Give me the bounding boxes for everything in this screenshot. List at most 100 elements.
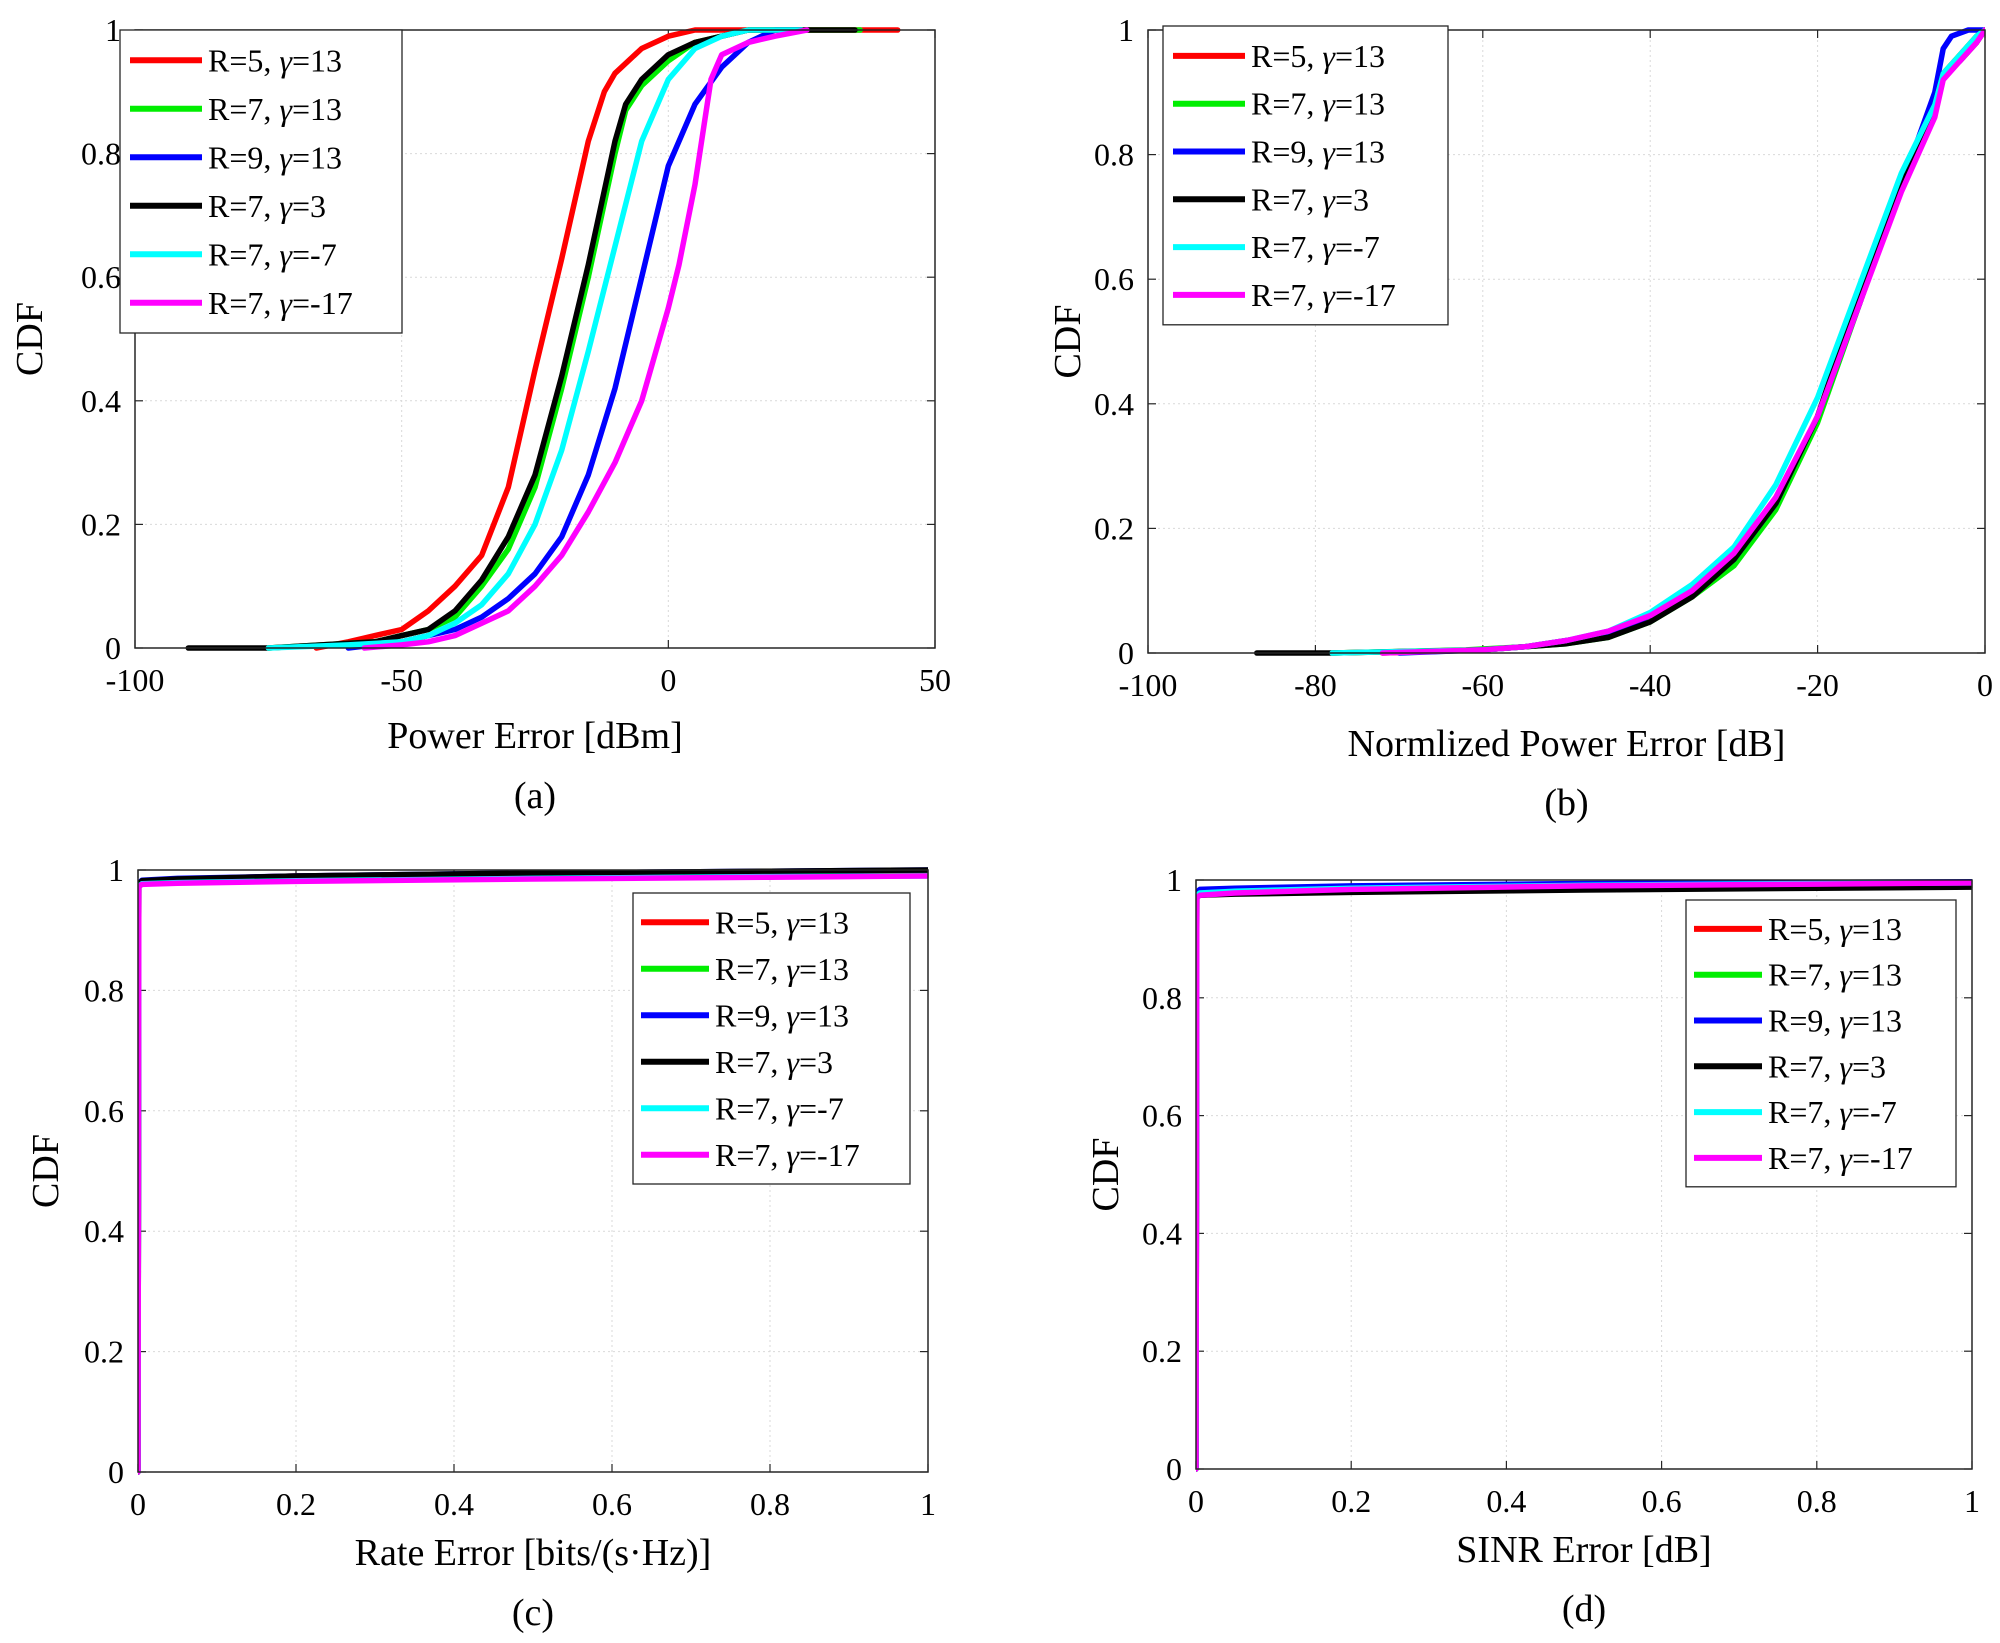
legend-entry-1: R=5, γ=13	[641, 904, 849, 940]
legend-label-symbol: γ	[786, 1090, 800, 1126]
y-tick-label: 1	[1166, 862, 1182, 898]
legend-label-symbol: γ	[1322, 134, 1336, 170]
legend-entry-5: R=7, γ=-7	[1173, 229, 1380, 265]
legend-label-suffix: =13	[799, 997, 849, 1033]
legend-label-prefix: R=9,	[208, 139, 279, 175]
x-tick-label: 0	[660, 662, 676, 698]
legend-entry-4: R=7, γ=3	[1173, 181, 1369, 217]
legend-entry-4: R=7, γ=3	[641, 1044, 833, 1080]
legend-label-symbol: γ	[279, 188, 293, 224]
series-line-6	[138, 873, 928, 1475]
legend-label: R=7, γ=-7	[1251, 229, 1380, 265]
legend-label: R=5, γ=13	[1251, 38, 1385, 74]
legend-label: R=7, γ=3	[715, 1044, 833, 1080]
legend-label-prefix: R=7,	[208, 285, 279, 321]
legend-label-suffix: =-17	[1335, 277, 1396, 313]
legend-box	[632, 892, 911, 1185]
legend-label-suffix: =13	[292, 91, 342, 127]
legend-label-suffix: =13	[1852, 911, 1902, 947]
axes-box	[134, 29, 936, 649]
legend-label-prefix: R=9,	[1768, 1003, 1839, 1039]
legend-label-prefix: R=9,	[715, 997, 786, 1033]
legend-entry-1: R=5, γ=13	[1694, 911, 1902, 947]
legend-label-prefix: R=7,	[1768, 1094, 1839, 1130]
legend-label-prefix: R=7,	[1768, 1048, 1839, 1084]
legend-entry-4: R=7, γ=3	[130, 188, 326, 224]
y-tick-label: 0.2	[81, 506, 121, 542]
legend-label-symbol: γ	[279, 285, 293, 321]
legend: R=5, γ=13R=7, γ=13R=9, γ=13R=7, γ=3R=7, …	[119, 29, 403, 334]
legend-label-suffix: =13	[292, 139, 342, 175]
legend-label-prefix: R=7,	[208, 236, 279, 272]
chart-panel-1: -100 -50 0 50 0 0.2 0.4 0.6 0.8 1 Power Error [dBm…	[9, 12, 951, 817]
legend-label: R=7, γ=3	[1251, 181, 1369, 217]
x-axis-label: Power Error [dBm]	[387, 715, 682, 757]
x-tick-label: 50	[919, 662, 951, 698]
legend-label-symbol: γ	[786, 997, 800, 1033]
x-tick-label: 0	[130, 1486, 146, 1522]
legend-label-symbol: γ	[1322, 277, 1336, 313]
legend-label-symbol: γ	[279, 236, 293, 272]
legend-label-suffix: =-17	[799, 1137, 860, 1173]
legend-label-prefix: R=7,	[208, 91, 279, 127]
legend-label-prefix: R=7,	[1768, 957, 1839, 993]
legend-label-suffix: =3	[799, 1044, 833, 1080]
legend-label-symbol: γ	[1839, 1140, 1853, 1176]
legend-label-suffix: =-17	[292, 285, 353, 321]
legend-entry-6: R=7, γ=-17	[1694, 1140, 1913, 1176]
legend-label: R=7, γ=13	[208, 91, 342, 127]
legend-label: R=7, γ=13	[1251, 86, 1385, 122]
axes-box	[1195, 879, 1973, 1470]
chart-panel-3: 0 0.2 0.4 0.6 0.8 1 0 0.2 0.4 0.6 0.8 1 Rate Error […	[25, 852, 936, 1634]
x-tick-label: 0	[1188, 1483, 1204, 1519]
legend-entry-2: R=7, γ=13	[641, 951, 849, 987]
legend-label: R=5, γ=13	[208, 42, 342, 78]
y-tick-label: 0.8	[1142, 980, 1182, 1016]
legend-label-suffix: =-7	[1335, 229, 1380, 265]
x-axis-label: Normlized Power Error [dB]	[1348, 723, 1786, 765]
legend-label-suffix: =13	[1852, 957, 1902, 993]
subfigure-label: (a)	[514, 775, 556, 817]
legend-label: R=7, γ=-7	[715, 1090, 844, 1126]
legend-entry-5: R=7, γ=-7	[641, 1090, 844, 1126]
legend-box	[1685, 899, 1957, 1188]
legend-label-suffix: =3	[1852, 1048, 1886, 1084]
legend: R=5, γ=13R=7, γ=13R=9, γ=13R=7, γ=3R=7, …	[1685, 899, 1957, 1188]
legend-label-symbol: γ	[1322, 229, 1336, 265]
legend-label-prefix: R=9,	[1251, 134, 1322, 170]
legend-entry-1: R=5, γ=13	[1173, 38, 1385, 74]
y-tick-label: 0.6	[1094, 261, 1134, 297]
x-tick-label: 0.4	[434, 1486, 474, 1522]
legend-label-prefix: R=7,	[1251, 86, 1322, 122]
legend-label-suffix: =-7	[799, 1090, 844, 1126]
legend-entry-3: R=9, γ=13	[130, 139, 342, 175]
y-tick-label: 0.4	[1094, 386, 1134, 422]
x-tick-label: -40	[1629, 667, 1672, 703]
series-line-6	[1379, 27, 1985, 656]
legend-label-suffix: =13	[1852, 1003, 1902, 1039]
legend-entry-3: R=9, γ=13	[641, 997, 849, 1033]
y-axis-label: CDF	[25, 1134, 67, 1208]
series-group	[1254, 27, 1985, 656]
y-tick-label: 0.6	[81, 259, 121, 295]
y-tick-label: 0.2	[1142, 1333, 1182, 1369]
legend-label-symbol: γ	[1839, 911, 1853, 947]
legend-label-prefix: R=7,	[715, 1090, 786, 1126]
legend: R=5, γ=13R=7, γ=13R=9, γ=13R=7, γ=3R=7, …	[632, 892, 911, 1185]
x-tick-label: -60	[1461, 667, 1504, 703]
legend-label: R=7, γ=-17	[208, 285, 353, 321]
x-tick-label: 1	[1964, 1483, 1980, 1519]
legend-label-prefix: R=5,	[715, 904, 786, 940]
y-tick-label: 0.2	[84, 1334, 124, 1370]
y-axis-label: CDF	[1047, 305, 1089, 379]
legend-label: R=9, γ=13	[715, 997, 849, 1033]
legend-label-suffix: =13	[799, 951, 849, 987]
x-axis-label: Rate Error [bits/(s·Hz)]	[355, 1532, 712, 1574]
legend-label-prefix: R=7,	[1768, 1140, 1839, 1176]
legend-label-symbol: γ	[1322, 181, 1336, 217]
legend-label: R=9, γ=13	[1768, 1003, 1902, 1039]
legend-label: R=5, γ=13	[1768, 911, 1902, 947]
y-tick-label: 0.8	[84, 972, 124, 1008]
legend-label: R=7, γ=13	[715, 951, 849, 987]
y-tick-label: 1	[105, 12, 121, 48]
